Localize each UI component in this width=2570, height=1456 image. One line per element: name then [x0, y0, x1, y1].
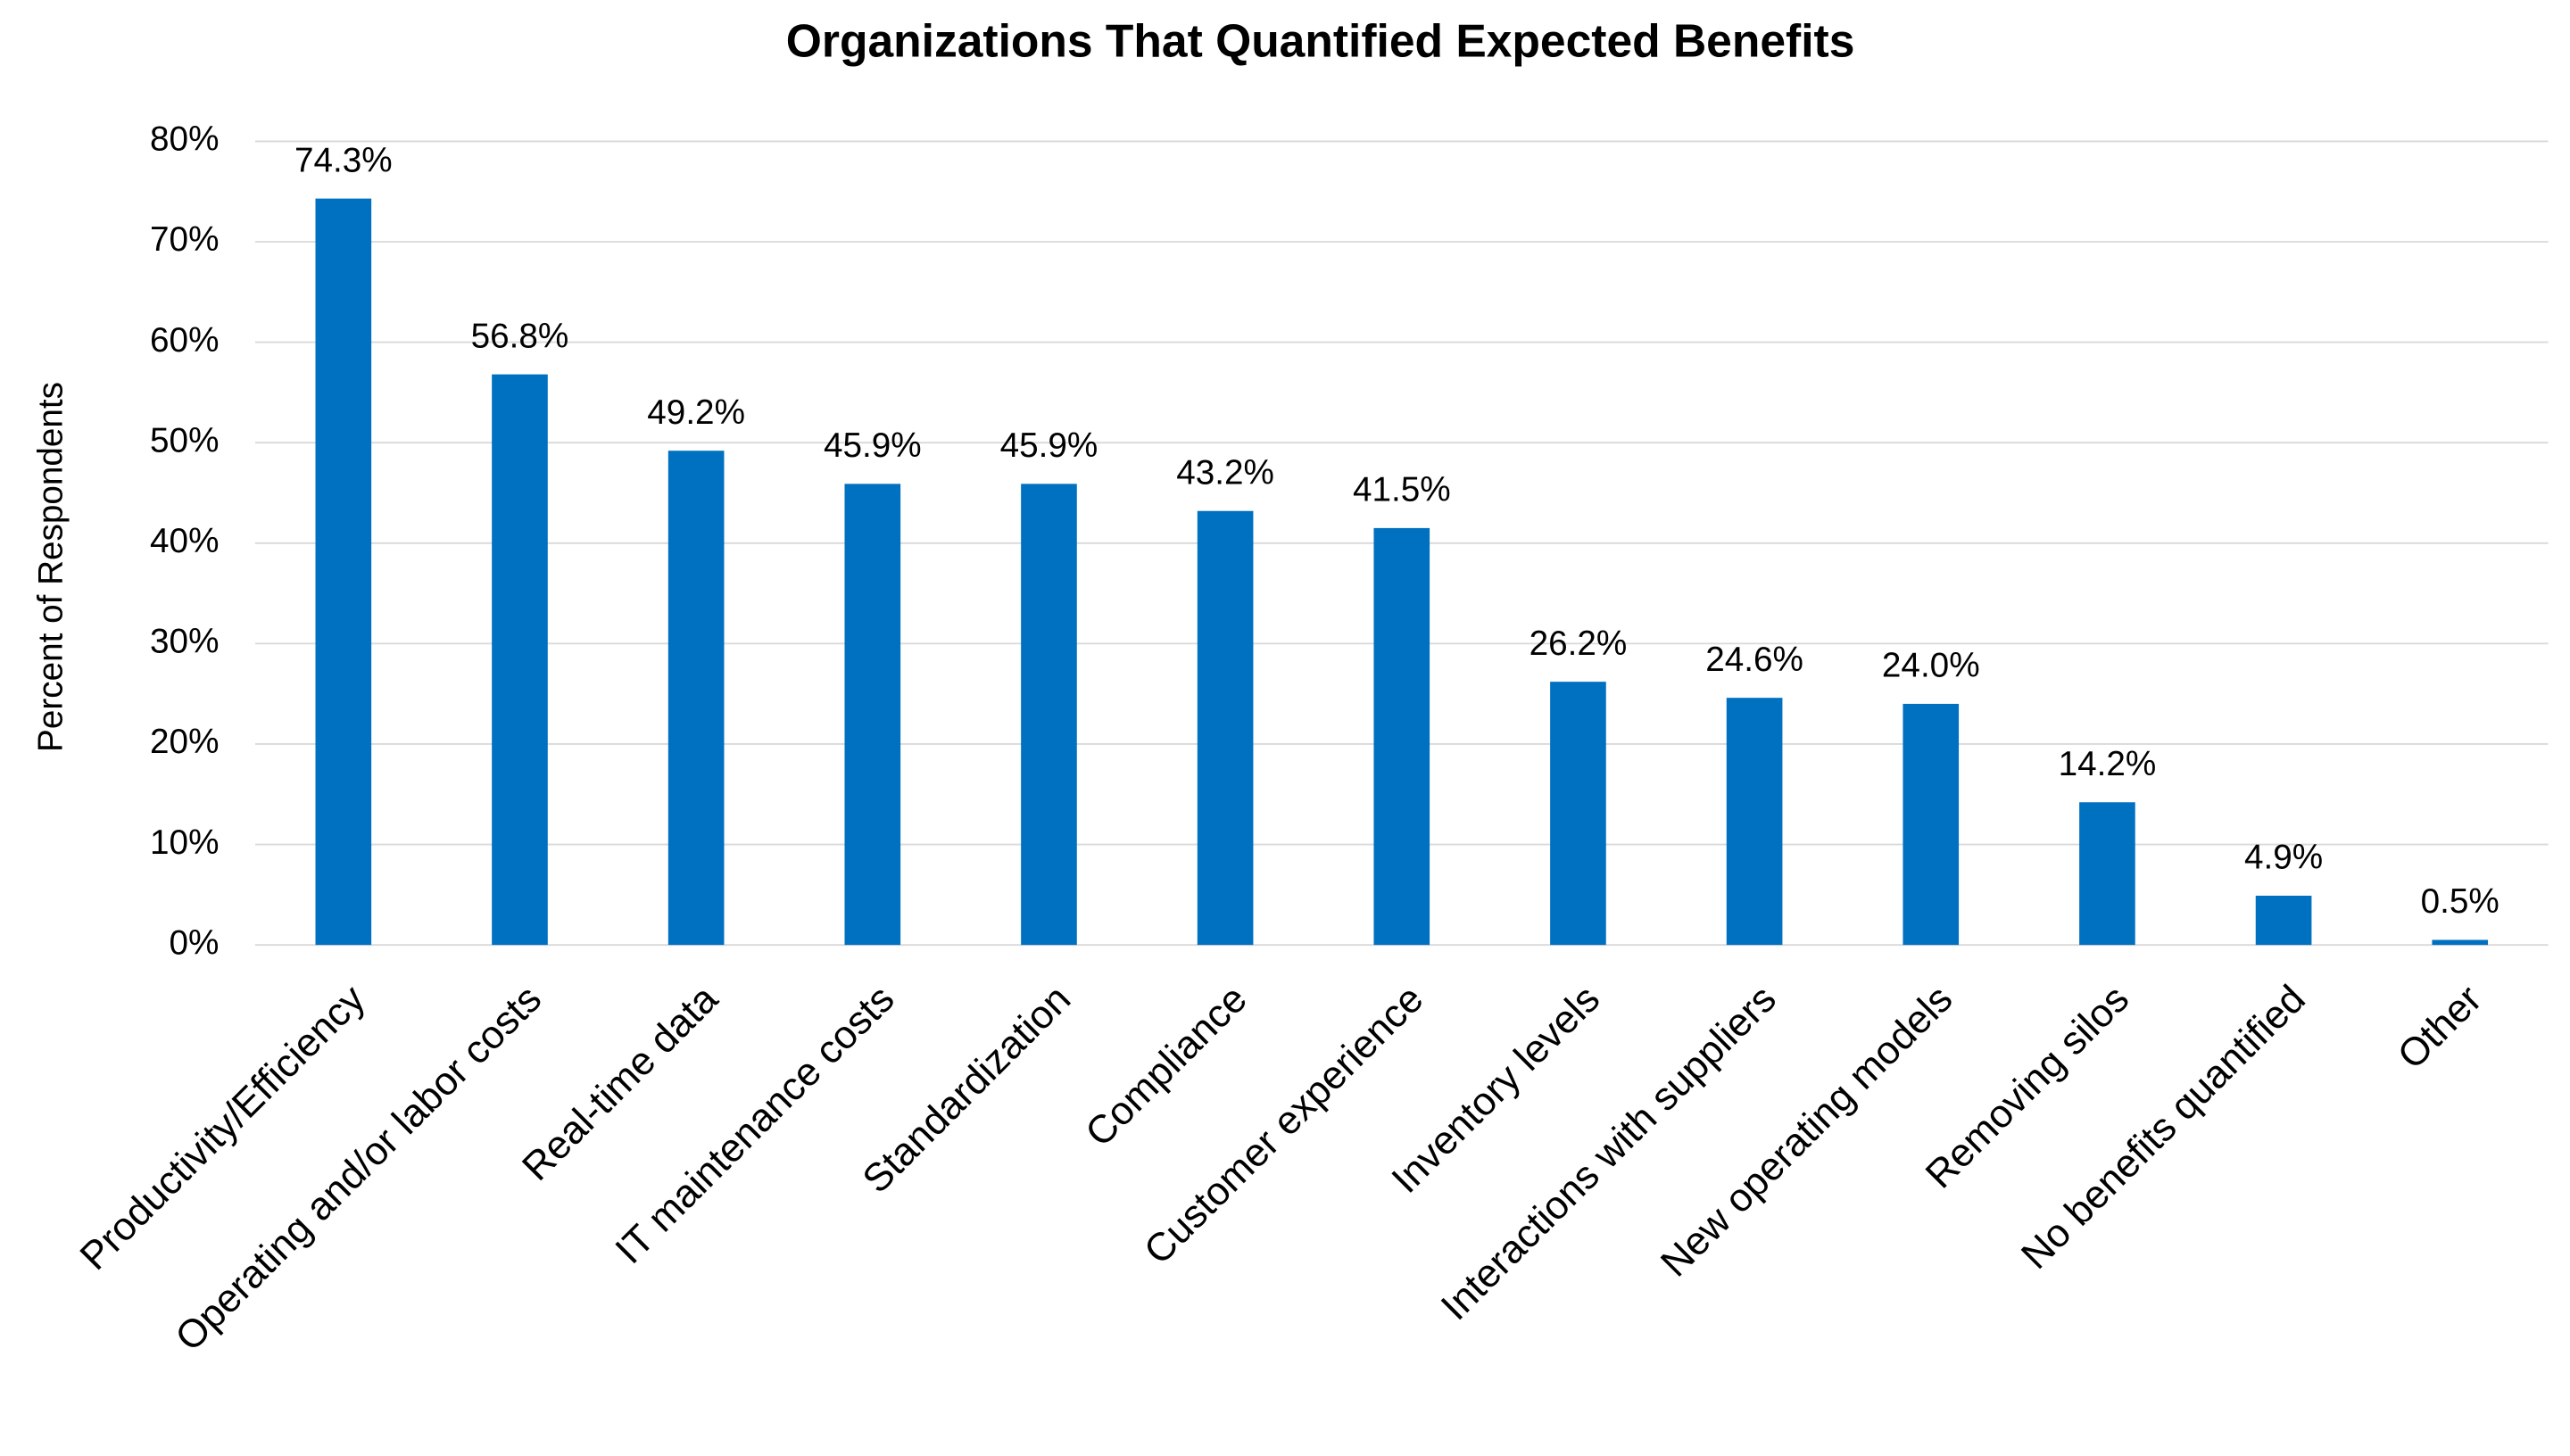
- y-tick-label: 10%: [150, 823, 219, 862]
- bar: [844, 484, 901, 946]
- bar: [1726, 698, 1783, 946]
- data-label: 41.5%: [1353, 471, 1451, 509]
- y-tick-label: 20%: [150, 723, 219, 761]
- y-tick-label: 60%: [150, 321, 219, 360]
- bar: [1903, 703, 1960, 946]
- bar: [1550, 682, 1606, 946]
- data-label: 43.2%: [1176, 453, 1274, 492]
- y-tick-label: 70%: [150, 220, 219, 259]
- data-label: 0.5%: [2421, 882, 2500, 921]
- data-label: 49.2%: [647, 393, 745, 432]
- data-label: 4.9%: [2244, 839, 2323, 877]
- chart-title: Organizations That Quantified Expected B…: [786, 14, 1855, 66]
- data-label: 14.2%: [2059, 745, 2157, 783]
- bar: [2079, 802, 2135, 946]
- y-tick-label: 80%: [150, 120, 219, 159]
- bar: [2432, 939, 2489, 946]
- data-label: 45.9%: [824, 426, 922, 465]
- y-tick-label: 30%: [150, 623, 219, 661]
- bar: [1021, 484, 1077, 946]
- y-tick-label: 50%: [150, 421, 219, 459]
- y-tick-label: 40%: [150, 522, 219, 560]
- data-label: 26.2%: [1530, 625, 1628, 663]
- y-axis-label: Percent of Respondents: [32, 382, 70, 752]
- bar: [2255, 895, 2312, 946]
- data-label: 56.8%: [471, 317, 569, 355]
- bar: [1373, 527, 1430, 946]
- data-label: 45.9%: [1000, 426, 1098, 465]
- bar: [492, 374, 548, 946]
- bar: [667, 451, 725, 946]
- bar: [315, 198, 372, 946]
- y-tick-label: 0%: [170, 923, 220, 962]
- data-label: 74.3%: [294, 141, 393, 179]
- bar: [1197, 510, 1254, 946]
- data-label: 24.0%: [1882, 647, 1980, 685]
- data-label: 24.6%: [1705, 641, 1803, 679]
